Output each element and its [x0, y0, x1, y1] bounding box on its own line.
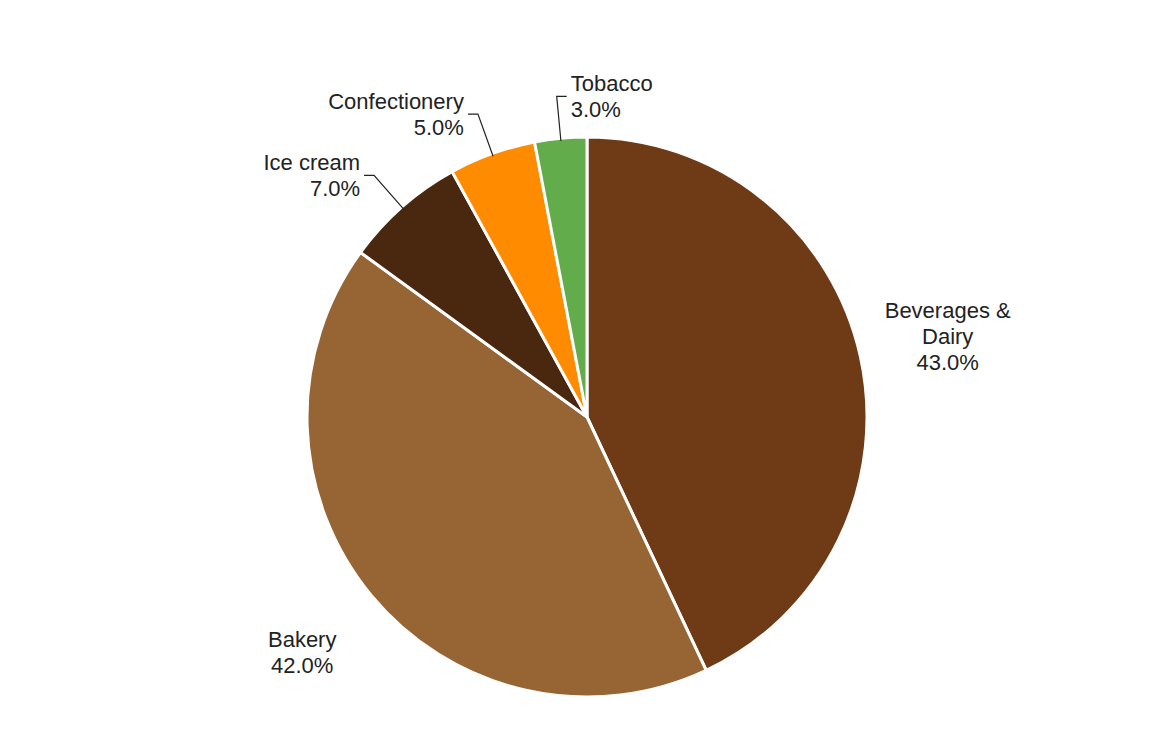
data-label: Confectionery5.0%: [328, 89, 464, 140]
data-label: Ice cream7.0%: [263, 150, 360, 201]
labels: Beverages &Dairy43.0% Bakery42.0% Ice crea…: [263, 71, 1011, 678]
label-line: Bakery: [268, 627, 336, 652]
label-line: 5.0%: [414, 115, 464, 140]
label-line: Confectionery: [328, 89, 464, 114]
leader-line: [557, 96, 567, 141]
label-line: Tobacco: [571, 71, 653, 96]
data-label: Beverages &Dairy43.0%: [885, 298, 1011, 375]
leader-line: [468, 114, 493, 156]
pie: [307, 137, 867, 697]
leader-line: [364, 175, 404, 209]
background: [0, 0, 1169, 752]
data-label: Tobacco3.0%: [571, 71, 653, 122]
label-line: 42.0%: [271, 653, 333, 678]
label-line: 3.0%: [571, 97, 621, 122]
pie-slice: [535, 137, 587, 417]
chart: Beverages &Dairy43.0% Bakery42.0% Ice crea…: [0, 0, 1169, 752]
data-label: Bakery42.0%: [268, 627, 336, 678]
label-line: 43.0%: [917, 350, 979, 375]
label-line: 7.0%: [310, 176, 360, 201]
label-line: Ice cream: [263, 150, 360, 175]
label-line: Beverages &: [885, 298, 1011, 323]
label-line: Dairy: [922, 324, 973, 349]
